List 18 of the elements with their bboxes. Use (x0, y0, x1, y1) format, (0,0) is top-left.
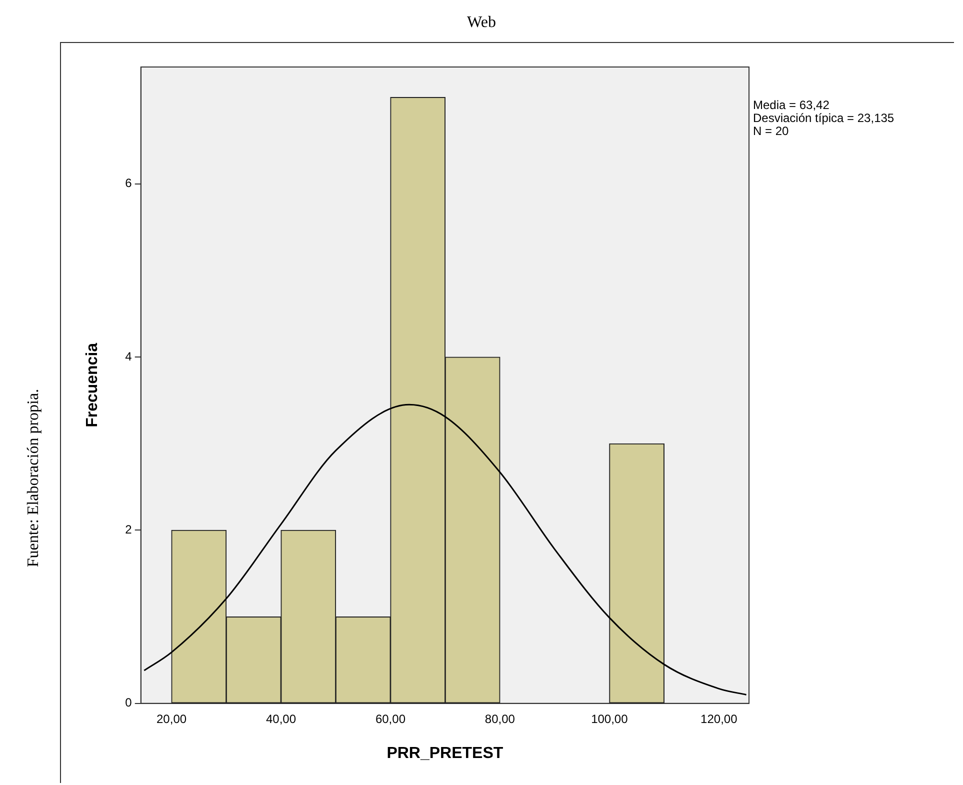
x-tick-label: 60,00 (375, 712, 406, 726)
x-axis-title: PRR_PRETEST (386, 744, 504, 762)
y-tick-label: 6 (125, 176, 132, 190)
x-tick-label: 80,00 (484, 712, 516, 726)
source-note: Fuente: Elaboración propia. (25, 388, 43, 568)
x-tick-label: 120,00 (700, 712, 738, 726)
text: Desviación típica = 23,135 (753, 111, 894, 125)
y-tick-label: 2 (125, 522, 132, 537)
x-tick-label: 100,00 (591, 712, 628, 726)
y-axis-title: Frecuencia (84, 342, 102, 428)
x-tick-label: 20,00 (156, 712, 187, 726)
x-tick-label: 40,00 (266, 712, 296, 726)
y-tick-label: 0 (125, 696, 132, 710)
chart-title: Web (466, 14, 497, 32)
y-tick-label: 4 (125, 349, 132, 364)
text: Media = 63,42 (753, 98, 830, 112)
text: N = 20 (753, 124, 790, 138)
line-series (143, 404, 748, 696)
